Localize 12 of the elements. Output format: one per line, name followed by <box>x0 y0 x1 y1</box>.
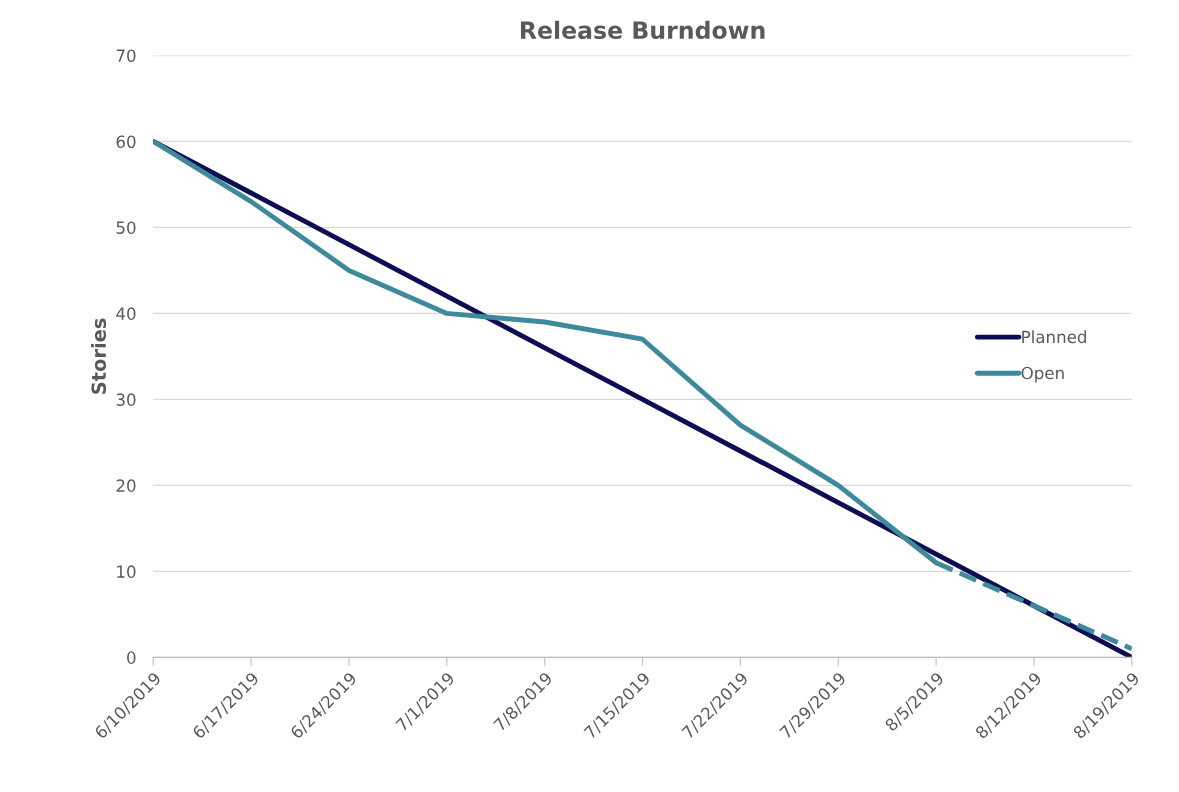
y-tick-label: 0 <box>127 651 136 664</box>
y-axis-title: Stories <box>91 318 107 394</box>
y-tick-label: 40 <box>116 307 136 320</box>
y-tick-label: 50 <box>116 221 136 234</box>
y-tick-label: 20 <box>116 479 136 492</box>
y-tick-label: 70 <box>116 49 136 63</box>
y-tick-label: 30 <box>116 393 136 406</box>
y-tick-label: 60 <box>116 135 136 148</box>
y-tick-label: 10 <box>117 565 136 578</box>
legend-label: Open <box>1021 366 1064 383</box>
legend-label: Planned <box>1022 330 1086 344</box>
chart-title: Release Burndown <box>520 20 765 40</box>
